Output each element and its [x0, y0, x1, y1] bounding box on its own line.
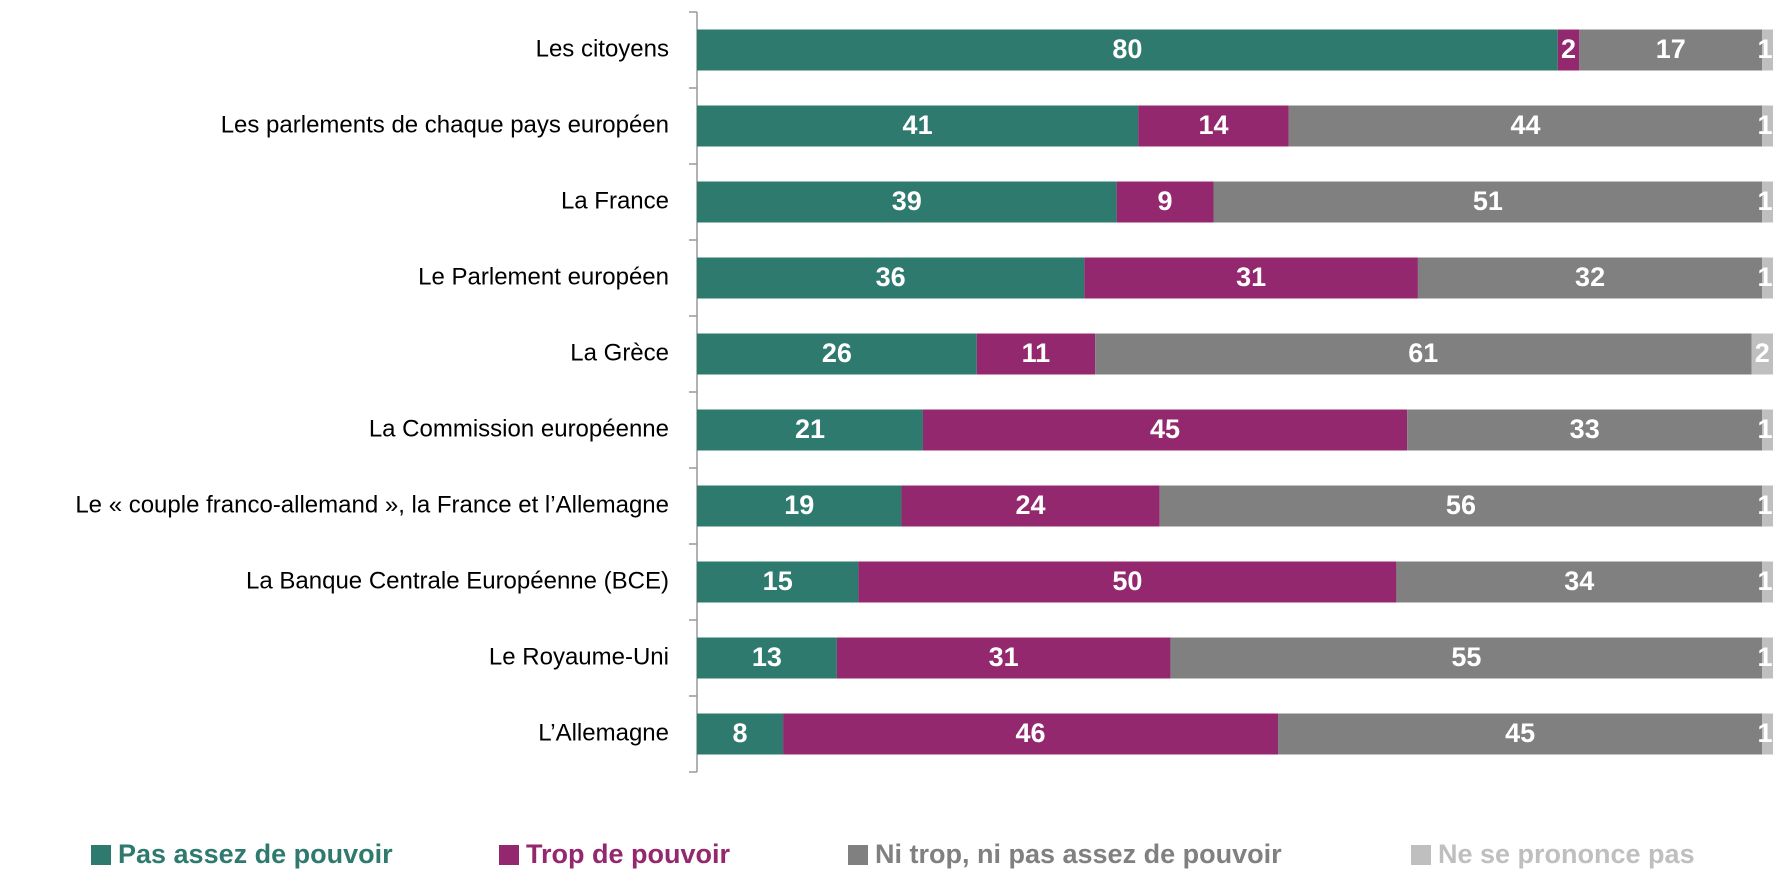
bar-segment: [1762, 257, 1773, 299]
data-label: 31: [1236, 262, 1266, 292]
bar-segment: [1095, 333, 1752, 375]
bar-segment: [858, 561, 1397, 603]
data-label: 36: [876, 262, 906, 292]
data-label: 1: [1757, 186, 1772, 216]
bar-segment: [1138, 105, 1289, 147]
legend-swatch: [848, 845, 868, 865]
data-label: 17: [1656, 34, 1686, 64]
legend-swatch: [1411, 845, 1431, 865]
data-label: 1: [1757, 34, 1772, 64]
bar-segment: [1116, 181, 1214, 223]
data-label: 11: [1022, 338, 1051, 368]
bar-segment: [697, 713, 784, 755]
legend-swatch: [499, 845, 519, 865]
bar-segment: [697, 181, 1117, 223]
data-label: 9: [1158, 186, 1173, 216]
legend-label: Pas assez de pouvoir: [118, 839, 393, 869]
category-label: Les parlements de chaque pays européen: [221, 111, 669, 138]
category-label: La Grèce: [570, 339, 669, 366]
bar-segment: [1579, 29, 1763, 71]
category-label: Le Royaume-Uni: [489, 643, 669, 670]
bar-segment: [697, 257, 1085, 299]
data-label: 56: [1446, 490, 1476, 520]
bar-segment: [1751, 333, 1773, 375]
data-label: 55: [1451, 642, 1481, 672]
data-label: 45: [1150, 414, 1180, 444]
category-label: Le Parlement européen: [418, 263, 669, 290]
data-label: 44: [1510, 110, 1540, 140]
data-label: 26: [822, 338, 852, 368]
bar-segment: [1278, 713, 1763, 755]
bar-segment: [1762, 637, 1773, 679]
category-label: L’Allemagne: [538, 719, 669, 746]
legend-swatch: [91, 845, 111, 865]
bar-segment: [783, 713, 1279, 755]
bar-segment: [1762, 105, 1773, 147]
data-label: 32: [1575, 262, 1605, 292]
bar-segment: [1288, 105, 1763, 147]
data-label: 2: [1755, 338, 1770, 368]
data-label: 1: [1757, 566, 1772, 596]
bar-segment: [1396, 561, 1763, 603]
data-label: 15: [763, 566, 793, 596]
data-label: 2: [1561, 34, 1576, 64]
legend-label: Ne se prononce pas: [1438, 839, 1695, 869]
data-label: 24: [1016, 490, 1046, 520]
data-label: 34: [1564, 566, 1594, 596]
bar-segment: [1762, 409, 1773, 451]
data-label: 50: [1112, 566, 1142, 596]
bar-segment: [1762, 181, 1773, 223]
bar-segment: [1762, 713, 1773, 755]
data-label: 45: [1505, 718, 1535, 748]
data-label: 41: [903, 110, 933, 140]
bar-segment: [697, 105, 1139, 147]
bar-segment: [922, 409, 1408, 451]
legend-label: Trop de pouvoir: [526, 839, 730, 869]
bar-segment: [1170, 637, 1763, 679]
category-label: La France: [561, 187, 669, 214]
data-label: 31: [989, 642, 1019, 672]
bar-segment: [901, 485, 1160, 527]
data-label: 1: [1757, 262, 1772, 292]
data-label: 1: [1757, 718, 1772, 748]
bar-segment: [1159, 485, 1763, 527]
bar-segment: [697, 333, 977, 375]
bar-segment: [1762, 485, 1773, 527]
data-label: 61: [1408, 338, 1438, 368]
category-label: Les citoyens: [536, 35, 669, 62]
bar-segment: [1557, 29, 1580, 71]
bar-segment: [697, 485, 902, 527]
data-label: 8: [733, 718, 748, 748]
data-label: 21: [795, 414, 825, 444]
data-label: 46: [1016, 718, 1046, 748]
data-label: 1: [1757, 414, 1772, 444]
bar-segment: [1417, 257, 1763, 299]
bar-segment: [697, 637, 837, 679]
bar-segment: [1213, 181, 1763, 223]
data-label: 33: [1570, 414, 1600, 444]
data-label: 1: [1757, 642, 1772, 672]
bar-segment: [1407, 409, 1763, 451]
data-label: 14: [1198, 110, 1228, 140]
data-label: 1: [1757, 490, 1772, 520]
data-label: 39: [892, 186, 922, 216]
data-label: 80: [1112, 34, 1142, 64]
bar-segment: [697, 561, 859, 603]
data-label: 1: [1757, 110, 1772, 140]
bar-segment: [1084, 257, 1418, 299]
data-label: 51: [1473, 186, 1503, 216]
category-label: La Commission européenne: [369, 415, 669, 442]
bar-segment: [697, 29, 1558, 71]
legend-label: Ni trop, ni pas assez de pouvoir: [875, 839, 1282, 869]
bar-segment: [1762, 29, 1773, 71]
bar-segment: [976, 333, 1096, 375]
category-label: Le « couple franco-allemand », la France…: [75, 491, 669, 518]
bar-segment: [836, 637, 1171, 679]
category-label: La Banque Centrale Européenne (BCE): [246, 567, 669, 594]
data-label: 19: [784, 490, 814, 520]
bar-segment: [1762, 561, 1773, 603]
bar-segment: [697, 409, 923, 451]
data-label: 13: [752, 642, 782, 672]
